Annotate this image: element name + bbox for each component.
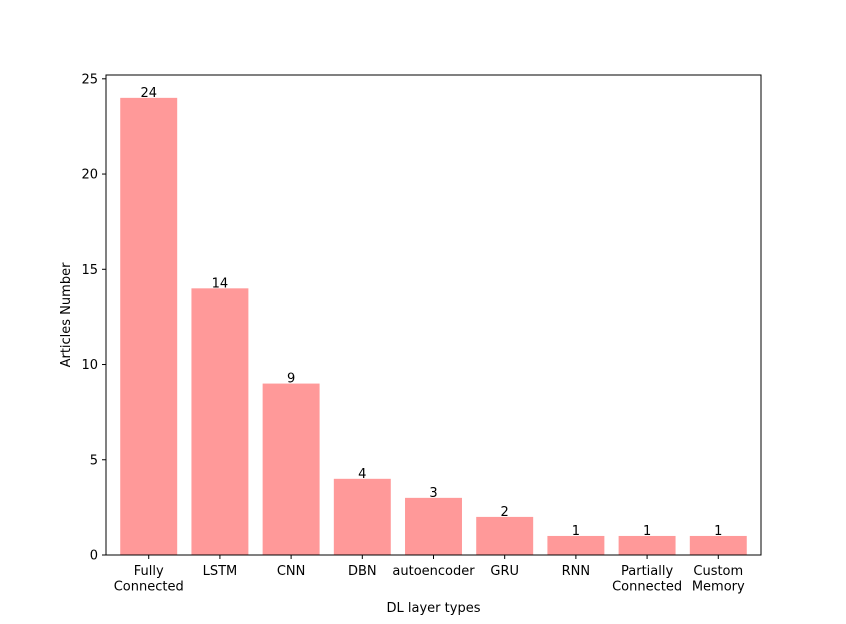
bars-group: [120, 97, 747, 555]
value-labels-group: 24 14 9 4 3 2 1 1 1: [140, 86, 722, 539]
x-tick-label: autoencoder: [392, 564, 475, 579]
x-tick-label: GRU: [490, 564, 519, 579]
y-tick-label: 10: [81, 358, 98, 373]
bar-value-label: 4: [358, 467, 366, 482]
bar: [476, 516, 534, 555]
x-axis-label: DL layer types: [387, 601, 481, 616]
bar-value-label: 3: [429, 486, 437, 501]
bar-value-label: 9: [287, 372, 295, 387]
bar-value-label: 2: [501, 505, 509, 520]
y-tick-label: 25: [81, 72, 98, 87]
x-tick-label: DBN: [348, 564, 377, 579]
bar: [618, 535, 676, 555]
y-tick-label: 0: [90, 549, 98, 564]
x-tick-label: Custom Memory: [692, 564, 745, 595]
x-tick-label: RNN: [562, 564, 590, 579]
x-tick-label: Fully Connected: [114, 564, 184, 595]
bar-value-label: 1: [643, 524, 651, 539]
bar: [689, 535, 747, 555]
bar-value-label: 1: [572, 524, 580, 539]
x-tick-label: LSTM: [203, 564, 238, 579]
x-tick-label: Partially Connected: [612, 564, 682, 595]
bar: [120, 97, 178, 555]
x-axis: Fully Connected LSTM CNN DBN autoencoder GRU RN…: [114, 555, 745, 595]
bar: [262, 383, 320, 555]
bar: [405, 497, 462, 555]
y-tick-label: 5: [90, 453, 98, 468]
y-axis-label: Articles Number: [59, 262, 74, 367]
y-axis: 0 5 10 15 20 25: [81, 72, 106, 564]
y-tick-label: 20: [81, 168, 98, 183]
x-tick-label: CNN: [277, 564, 306, 579]
bar-value-label: 24: [140, 86, 157, 101]
bar-value-label: 14: [212, 276, 229, 291]
bar: [191, 288, 249, 555]
bar: [333, 478, 391, 555]
y-tick-label: 15: [81, 263, 98, 278]
bar: [547, 535, 605, 555]
bar-value-label: 1: [714, 524, 722, 539]
